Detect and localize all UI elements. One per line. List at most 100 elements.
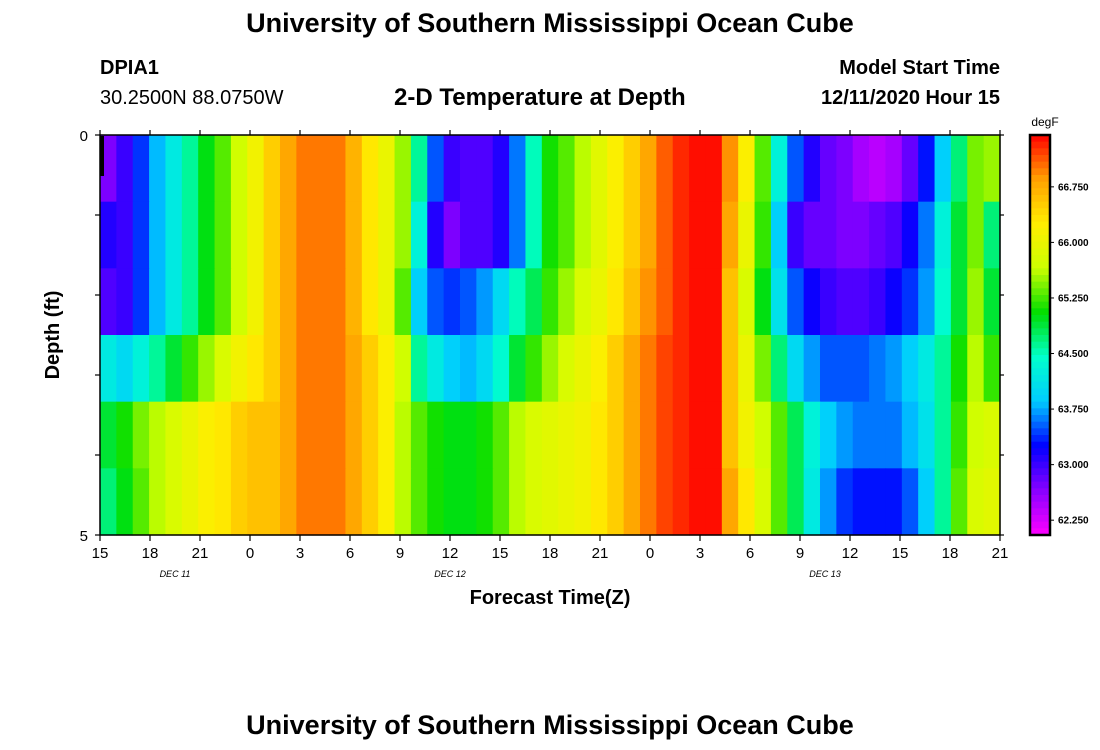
heatmap-cell [345, 268, 363, 336]
heatmap-cell [558, 201, 576, 269]
heatmap-cell [934, 468, 952, 536]
heatmap-cell [509, 268, 527, 336]
heatmap-cell [787, 135, 805, 203]
heatmap-cell [754, 201, 772, 269]
colorbar-segment [1030, 388, 1050, 396]
heatmap-cell [541, 135, 559, 203]
x-tick-label: 6 [346, 545, 354, 562]
heatmap-cell [574, 135, 592, 203]
heatmap-cell [656, 135, 674, 203]
heatmap-cell [198, 135, 216, 203]
heatmap-cell [934, 335, 952, 403]
y-axis-label: Depth (ft) [42, 291, 64, 380]
heatmap-cell [296, 268, 314, 336]
heatmap-cell [803, 268, 821, 336]
heatmap-cell [263, 268, 281, 336]
heatmap-cell [607, 468, 625, 536]
heatmap-cell [820, 335, 837, 403]
heatmap-cell [312, 201, 330, 269]
heatmap-cell [100, 135, 117, 203]
heatmap-cell [672, 468, 690, 536]
colorbar-segment [1030, 395, 1050, 403]
heatmap-cell [116, 335, 134, 403]
heatmap-cell [230, 335, 248, 403]
heatmap-cell [312, 335, 330, 403]
heatmap-cell [672, 201, 690, 269]
heatmap-cell [607, 401, 625, 469]
heatmap-cell [754, 268, 772, 336]
heatmap-cell [329, 268, 347, 336]
heatmap-cell [950, 401, 968, 469]
heatmap-cell [394, 468, 412, 536]
colorbar-segment [1030, 248, 1050, 256]
heatmap-cell [427, 335, 445, 403]
heatmap-cell [901, 335, 919, 403]
heatmap-cell [656, 268, 674, 336]
heatmap-cell [770, 335, 788, 403]
x-tick-label: 6 [746, 545, 754, 562]
heatmap-cell [329, 201, 347, 269]
heatmap-cell [312, 401, 330, 469]
heatmap-cell [607, 268, 625, 336]
heatmap-cell [950, 268, 968, 336]
x-tick-label: 18 [142, 545, 159, 562]
heatmap-cell [230, 135, 248, 203]
heatmap-cell [640, 201, 657, 269]
colorbar-segment [1030, 368, 1050, 376]
colorbar-segment [1030, 295, 1050, 303]
colorbar-label: 63.750 [1058, 405, 1089, 416]
heatmap-cell [590, 468, 608, 536]
heatmap-cell [198, 401, 216, 469]
heatmap-cell [787, 268, 805, 336]
heatmap-cell [901, 201, 919, 269]
heatmap-cell [918, 401, 936, 469]
heatmap-cell [852, 201, 870, 269]
heatmap-cell [263, 135, 281, 203]
heatmap-cell [787, 201, 805, 269]
heatmap-cell [689, 268, 707, 336]
heatmap-cell [443, 201, 461, 269]
colorbar-segment [1030, 215, 1050, 223]
heatmap-cell [590, 201, 608, 269]
heatmap-cell [460, 135, 477, 203]
colorbar-label: 64.500 [1058, 349, 1089, 360]
heatmap-cell [100, 401, 117, 469]
x-tick-label: 15 [92, 545, 109, 562]
x-tick-label: 9 [796, 545, 804, 562]
heatmap-cell [312, 268, 330, 336]
heatmap-cell [721, 268, 739, 336]
heatmap-cell [476, 401, 494, 469]
heatmap-cell [689, 335, 707, 403]
heatmap-cell [214, 401, 232, 469]
x-tick-label: 21 [192, 545, 209, 562]
heatmap-cell [672, 268, 690, 336]
heatmap-cell [345, 201, 363, 269]
heatmap-cell [574, 401, 592, 469]
colorbar-segment [1030, 461, 1050, 469]
colorbar-segment [1030, 268, 1050, 276]
heatmap-cell [640, 401, 657, 469]
heatmap-cell [247, 201, 265, 269]
heatmap-cell [705, 268, 723, 336]
heatmap-cell [967, 201, 985, 269]
heatmap-cell [967, 468, 985, 536]
heatmap-cell [934, 268, 952, 336]
colorbar-segment [1030, 201, 1050, 209]
heatmap-cell [492, 335, 510, 403]
heatmap-cell [378, 201, 396, 269]
heatmap-cell [656, 201, 674, 269]
heatmap-cell [558, 268, 576, 336]
heatmap-cell [345, 468, 363, 536]
colorbar-segment [1030, 495, 1050, 503]
heatmap-cell [361, 401, 379, 469]
colorbar-segment [1030, 168, 1050, 176]
heatmap-cell [296, 401, 314, 469]
heatmap-cell [901, 468, 919, 536]
colorbar-segment [1030, 161, 1050, 169]
heatmap-cell [558, 468, 576, 536]
heatmap-cell [541, 401, 559, 469]
heatmap-cell [280, 135, 297, 203]
colorbar-segment [1030, 188, 1050, 196]
heatmap-cell [836, 201, 854, 269]
heatmap-cell [132, 335, 150, 403]
